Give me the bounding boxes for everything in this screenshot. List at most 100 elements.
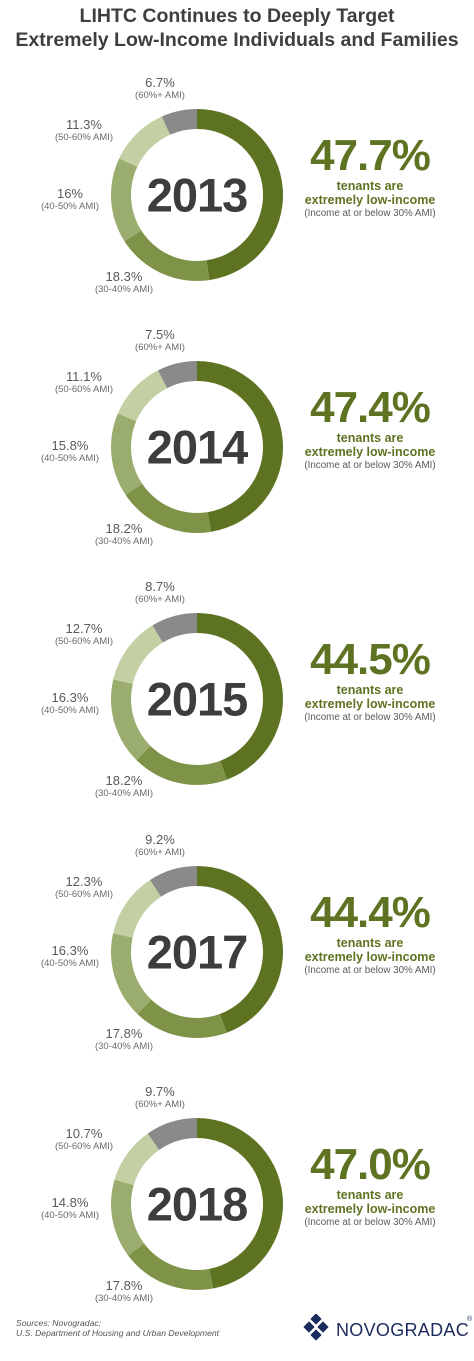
title-line-2: Extremely Low-Income Individuals and Fam… — [15, 29, 459, 51]
data-label-category: (40-50% AMI) — [40, 201, 100, 212]
summary-note: (Income at or below 30% AMI) — [304, 712, 436, 723]
year-label: 2013 — [146, 168, 249, 222]
donut-slice-ami-50-60 — [117, 370, 168, 422]
extremely-low-income-percent: 44.4% — [310, 888, 431, 937]
donut-slice-ami-40-50 — [110, 933, 152, 1014]
summary-note: (Income at or below 30% AMI) — [304, 460, 436, 471]
donut-slice-ami-60-plus — [147, 1118, 197, 1150]
summary-line-2: extremely low-income — [304, 697, 436, 711]
year-label: 2017 — [146, 925, 249, 979]
source-line-2: U.S. Department of Housing and Urban Dev… — [16, 1328, 220, 1338]
data-label-value: 8.7% — [145, 579, 175, 594]
data-label-category: (50-60% AMI) — [54, 889, 114, 900]
donut-panel-2014: 2014 18.2% (30-40% AMI) 15.8% (40-50% AMI) 11… — [0, 328, 474, 604]
source-note: Sources: Novogradac; U.S. Department of … — [16, 1318, 219, 1338]
data-label-category: (60%+ AMI) — [135, 847, 185, 858]
data-label-ami-60-plus: 8.7% (60%+ AMI) — [135, 579, 185, 606]
donut-chart-2018 — [110, 1118, 283, 1290]
data-label-value: 17.8% — [105, 1026, 143, 1041]
extremely-low-income-summary: 47.4% tenants are extremely low-income (Inc… — [300, 385, 440, 472]
summary-line-1: tenants are — [336, 179, 404, 193]
data-label-category: (30-40% AMI) — [94, 284, 154, 295]
extremely-low-income-summary: 44.4% tenants are extremely low-income (Inc… — [300, 890, 440, 977]
data-label-ami-40-50: 15.8% (40-50% AMI) — [40, 438, 100, 465]
extremely-low-income-percent: 47.0% — [310, 1140, 431, 1189]
year-label: 2015 — [146, 672, 249, 726]
summary-line-2: extremely low-income — [304, 950, 436, 964]
donut-slice-ami-40-50 — [110, 1179, 145, 1256]
donut-slice-ami-60-plus — [150, 866, 197, 897]
data-label-value: 16% — [56, 186, 84, 201]
extremely-low-income-percent: 47.7% — [310, 131, 431, 180]
data-label-category: (50-60% AMI) — [54, 132, 114, 143]
data-label-value: 7.5% — [145, 327, 175, 342]
data-label-value: 11.3% — [66, 117, 102, 132]
donut-slice-ami-60-plus — [161, 109, 197, 135]
data-label-ami-40-50: 16.3% (40-50% AMI) — [41, 690, 99, 717]
year-label: 2014 — [146, 420, 249, 474]
diamond-logo-icon — [303, 1314, 329, 1341]
data-label-ami-40-50: 16% (40-50% AMI) — [40, 186, 100, 213]
extremely-low-income-summary: 47.0% tenants are extremely low-income (Inc… — [300, 1142, 440, 1229]
summary-line-1: tenants are — [336, 936, 404, 950]
data-label-value: 6.7% — [145, 75, 175, 90]
data-label-category: (40-50% AMI) — [40, 453, 100, 464]
page-title: LIHTC Continues to Deeply Target Extreme… — [0, 4, 474, 52]
summary-note: (Income at or below 30% AMI) — [304, 208, 436, 219]
summary-line-1: tenants are — [336, 683, 404, 697]
donut-slice-ami-30-40 — [136, 745, 228, 785]
donut-panel-2015: 2015 18.2% (30-40% AMI) 16.3% (40-50% AMI) 12… — [0, 580, 474, 856]
data-label-value: 15.8% — [51, 438, 89, 453]
donut-slice-extremely-low — [197, 109, 283, 281]
data-label-value: 17.8% — [105, 1278, 143, 1293]
data-label-category: (40-50% AMI) — [40, 1210, 100, 1221]
data-label-ami-30-40: 17.8% (30-40% AMI) — [94, 1026, 154, 1053]
donut-slice-ami-30-40 — [124, 230, 210, 281]
data-label-ami-40-50: 14.8% (40-50% AMI) — [40, 1196, 100, 1222]
data-label-category: (30-40% AMI) — [94, 1041, 154, 1052]
data-label-ami-60-plus: 9.2% (60%+ AMI) — [135, 832, 185, 859]
data-label-ami-60-plus: 6.7% (60%+ AMI) — [135, 75, 185, 102]
data-label-category: (40-50% AMI) — [40, 958, 100, 969]
data-label-ami-50-60: 11.1% (50-60% AMI) — [54, 370, 114, 396]
data-label-category: (60%+ AMI) — [135, 1099, 185, 1110]
donut-slice-ami-50-60 — [114, 1133, 160, 1186]
data-label-value: 12.3% — [65, 874, 103, 889]
donut-slice-ami-40-50 — [111, 679, 151, 761]
data-label-ami-60-plus: 7.5% (60%+ AMI) — [135, 327, 185, 354]
data-label-ami-30-40: 18.2% (30-40% AMI) — [95, 773, 153, 800]
data-label-ami-60-plus: 9.7% (60%+ AMI) — [135, 1084, 185, 1111]
donut-slice-ami-30-40 — [128, 1243, 214, 1290]
extremely-low-income-summary: 47.7% tenants are extremely low-income (Inc… — [300, 133, 440, 220]
data-label-category: (50-60% AMI) — [54, 636, 114, 647]
data-label-value: 12.7% — [65, 621, 103, 636]
data-label-category: (30-40% AMI) — [94, 1293, 154, 1304]
data-label-ami-30-40: 18.2% (30-40% AMI) — [94, 522, 154, 548]
summary-line-2: extremely low-income — [304, 445, 436, 459]
data-label-value: 9.7% — [145, 1084, 175, 1099]
donut-slice-ami-60-plus — [157, 361, 197, 389]
data-label-ami-30-40: 18.3% (30-40% AMI) — [94, 270, 154, 296]
data-label-value: 10.7% — [65, 1126, 103, 1141]
donut-slice-ami-50-60 — [113, 625, 163, 684]
data-label-value: 9.2% — [145, 832, 175, 847]
summary-line-2: extremely low-income — [304, 193, 436, 207]
data-label-ami-30-40: 17.8% (30-40% AMI) — [94, 1278, 154, 1305]
data-label-value: 18.2% — [105, 773, 143, 788]
data-label-category: (60%+ AMI) — [135, 594, 185, 605]
donut-panel-2017: 2017 17.8% (30-40% AMI) 16.3% (40-50% AMI) 12… — [0, 833, 474, 1109]
data-label-category: (30-40% AMI) — [94, 536, 154, 547]
donut-slice-ami-30-40 — [125, 483, 211, 533]
donut-slice-extremely-low — [197, 866, 283, 1033]
year-label: 2018 — [146, 1177, 249, 1231]
data-label-category: (50-60% AMI) — [54, 384, 114, 395]
data-label-value: 16.3% — [51, 690, 89, 705]
donut-panel-2018: 2018 17.8% (30-40% AMI) 14.8% (40-50% AMI) 10… — [0, 1085, 474, 1361]
data-label-category: (60%+ AMI) — [135, 90, 185, 101]
title-line-1: LIHTC Continues to Deeply Target — [79, 5, 395, 27]
logo-wordmark: NOVOGRADAC — [336, 1320, 470, 1340]
logo-registered-mark: ® — [467, 1316, 473, 1323]
summary-line-1: tenants are — [336, 1188, 404, 1202]
extremely-low-income-summary: 44.5% tenants are extremely low-income (Inc… — [300, 637, 440, 724]
data-label-ami-50-60: 12.3% (50-60% AMI) — [54, 874, 114, 901]
